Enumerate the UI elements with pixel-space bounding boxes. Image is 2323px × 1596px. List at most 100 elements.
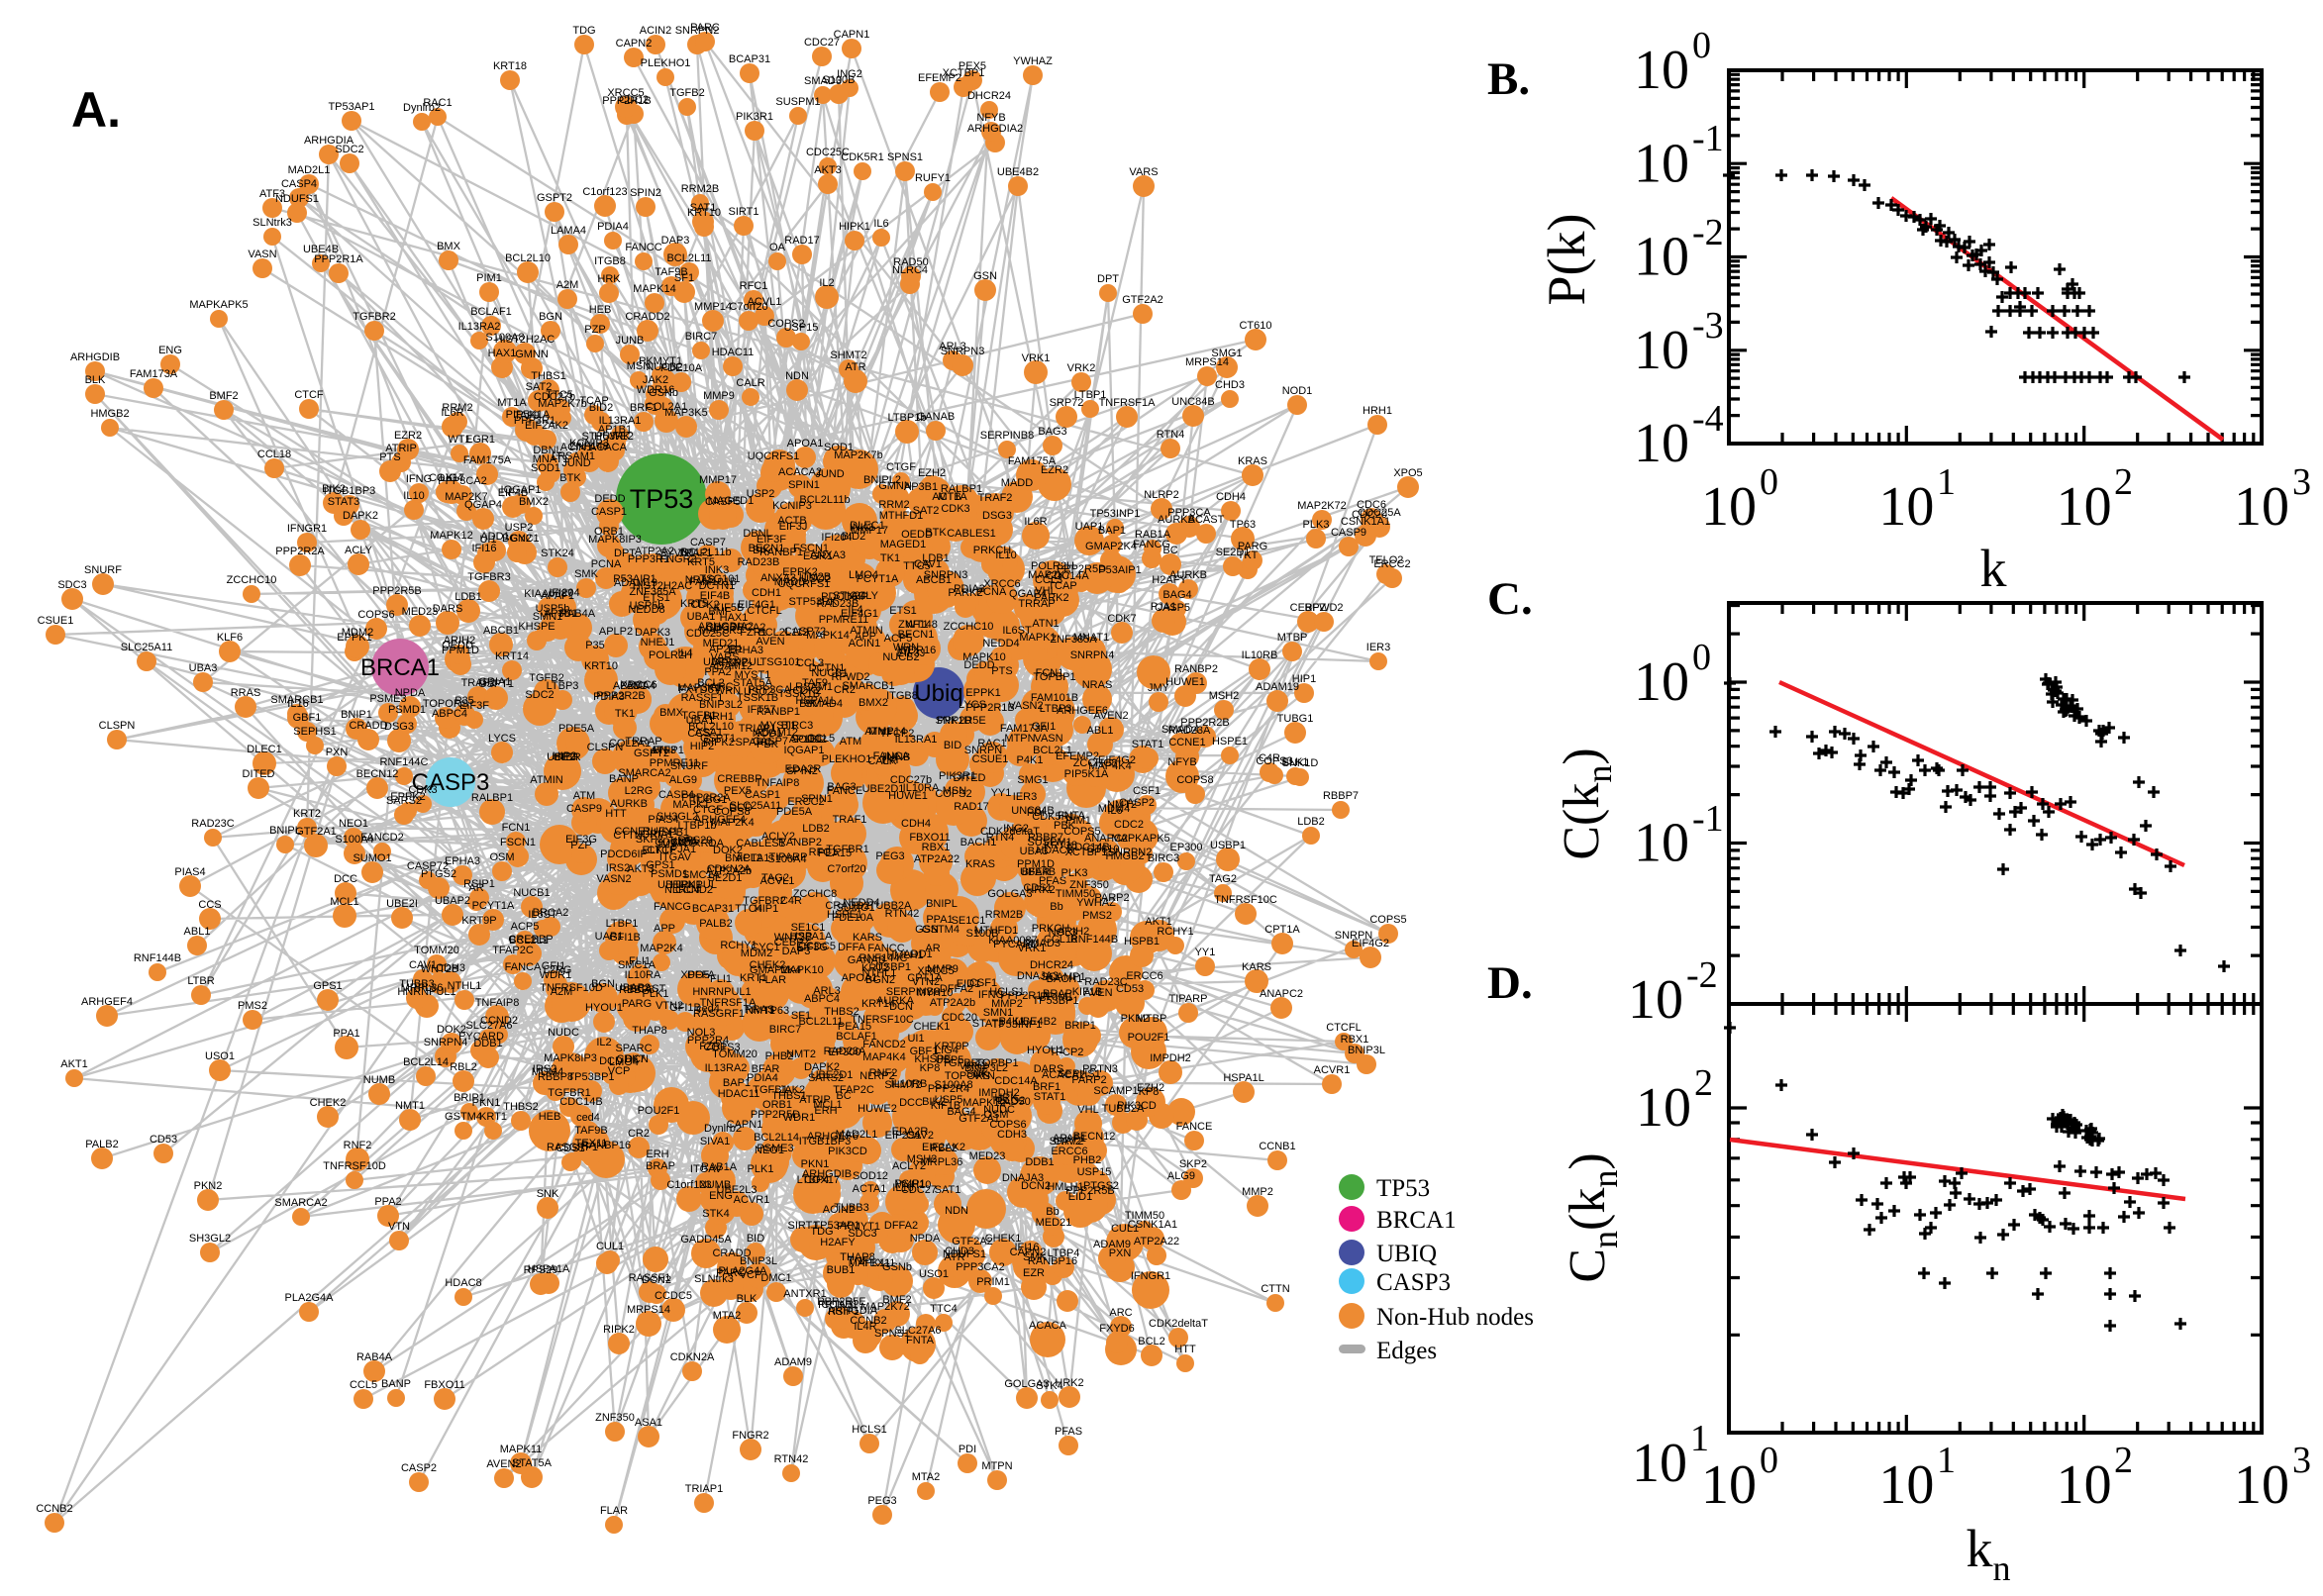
svg-text:BMX2: BMX2	[858, 697, 888, 709]
svg-text:PEG3: PEG3	[867, 1495, 896, 1507]
svg-text:SERPINB8: SERPINB8	[980, 430, 1034, 442]
svg-text:PRTN3: PRTN3	[1082, 1063, 1118, 1075]
svg-text:STK4: STK4	[1036, 1380, 1063, 1392]
svg-text:BMX: BMX	[437, 241, 461, 252]
svg-text:OA: OA	[769, 242, 786, 253]
svg-text:EZR2: EZR2	[394, 430, 422, 442]
svg-text:HTT: HTT	[1174, 1344, 1196, 1355]
svg-text:CTTN: CTTN	[1261, 1283, 1289, 1295]
svg-text:BFAR: BFAR	[1022, 866, 1051, 878]
svg-text:DAPK3: DAPK3	[635, 627, 670, 639]
svg-text:A2M: A2M	[556, 279, 579, 291]
svg-text:KCNIP3: KCNIP3	[772, 500, 812, 512]
svg-text:RRM2B: RRM2B	[681, 183, 720, 195]
svg-text:PMS2: PMS2	[1082, 910, 1112, 922]
svg-text:ACP5: ACP5	[511, 921, 540, 933]
svg-text:PALB2: PALB2	[699, 918, 732, 930]
svg-text:EIF3G: EIF3G	[565, 834, 597, 846]
svg-text:HYOU1: HYOU1	[585, 1002, 623, 1014]
svg-text:0: 0	[1692, 25, 1711, 66]
svg-text:FAM173A: FAM173A	[1000, 723, 1049, 735]
svg-text:MMP9: MMP9	[703, 390, 735, 402]
svg-text:EID1: EID1	[957, 978, 980, 990]
svg-text:PRIM1: PRIM1	[976, 1276, 1010, 1288]
svg-text:TP53AP1: TP53AP1	[328, 101, 374, 113]
svg-text:THBS1: THBS1	[531, 370, 565, 382]
svg-text:PDCD6IP: PDCD6IP	[821, 591, 868, 603]
svg-text:IFI16: IFI16	[471, 543, 496, 554]
svg-text:3: 3	[2292, 461, 2311, 503]
svg-text:UBE2I: UBE2I	[386, 898, 418, 910]
svg-text:PARP2: PARP2	[1094, 892, 1129, 904]
svg-text:MAP2K7b: MAP2K7b	[834, 449, 883, 461]
svg-text:BRAP: BRAP	[646, 1160, 675, 1172]
svg-text:FANCD2: FANCD2	[862, 1039, 905, 1050]
svg-text:BMX: BMX	[659, 707, 684, 719]
svg-text:APP: APP	[855, 631, 876, 643]
svg-text:SIVA1: SIVA1	[700, 1136, 730, 1147]
svg-text:PLA2G4A: PLA2G4A	[285, 1292, 335, 1304]
svg-text:PDE10A: PDE10A	[660, 362, 703, 374]
svg-text:ARHGDIA2: ARHGDIA2	[967, 123, 1023, 135]
svg-text:NRAS: NRAS	[1082, 679, 1113, 691]
svg-text:HTT: HTT	[605, 808, 627, 820]
svg-text:CR2: CR2	[628, 1128, 650, 1140]
svg-text:SPNS1: SPNS1	[887, 151, 923, 163]
svg-text:EPHA3: EPHA3	[445, 855, 480, 867]
svg-text:EP300: EP300	[1169, 842, 1202, 853]
svg-text:FLAR: FLAR	[600, 1505, 628, 1517]
svg-text:IL16: IL16	[287, 698, 308, 710]
svg-text:PZP: PZP	[584, 324, 605, 336]
svg-text:POU2F1: POU2F1	[1128, 1032, 1170, 1044]
svg-text:GBF1: GBF1	[293, 712, 322, 724]
svg-text:CAV2: CAV2	[1054, 1136, 1081, 1147]
svg-text:IL4R: IL4R	[854, 1321, 876, 1333]
svg-text:BIRC3: BIRC3	[1148, 852, 1179, 864]
svg-text:NEO1: NEO1	[339, 818, 368, 830]
svg-text:SNK: SNK	[537, 1188, 559, 1200]
svg-text:UBA1: UBA1	[686, 715, 715, 727]
svg-text:CDC14A: CDC14A	[994, 1075, 1038, 1087]
svg-text:k: k	[1980, 539, 2007, 598]
svg-text:UBAP2: UBAP2	[435, 895, 470, 907]
svg-text:AKT3: AKT3	[814, 164, 842, 176]
svg-text:GSPT2: GSPT2	[537, 192, 572, 204]
svg-text:KRT14: KRT14	[495, 650, 529, 662]
svg-text:PRKCH: PRKCH	[973, 545, 1012, 556]
svg-text:RAC1: RAC1	[977, 738, 1006, 749]
svg-text:MRPS14: MRPS14	[1185, 356, 1229, 368]
svg-text:MAPK11: MAPK11	[500, 1444, 543, 1455]
svg-text:ACIN2: ACIN2	[823, 1204, 855, 1216]
svg-text:10: 10	[2234, 1454, 2289, 1516]
svg-text:RNF2: RNF2	[344, 1140, 372, 1151]
svg-text:PBK: PBK	[757, 739, 779, 750]
svg-text:DAP3: DAP3	[661, 235, 690, 247]
svg-text:Dynlrb2: Dynlrb2	[403, 102, 441, 114]
svg-text:TRAF1: TRAF1	[678, 548, 713, 559]
svg-text:SLC25A11: SLC25A11	[730, 800, 781, 812]
svg-text:10: 10	[1636, 1077, 1691, 1139]
svg-text:CDK5R1: CDK5R1	[841, 151, 883, 163]
svg-text:SE1C1: SE1C1	[952, 915, 986, 927]
svg-text:SH3GL2: SH3GL2	[656, 811, 698, 823]
svg-text:GMNN: GMNN	[515, 349, 549, 360]
svg-text:AKT1: AKT1	[60, 1058, 88, 1070]
svg-text:DAPK2: DAPK2	[343, 510, 378, 522]
svg-text:FSCN1: FSCN1	[500, 837, 536, 848]
svg-text:DCC: DCC	[334, 873, 357, 885]
svg-text:APP: APP	[654, 923, 675, 935]
svg-text:PIK3CD: PIK3CD	[828, 1146, 867, 1157]
svg-text:IQGAP1: IQGAP1	[784, 745, 825, 756]
svg-text:CRADD2: CRADD2	[625, 311, 669, 323]
svg-text:ATM: ATM	[840, 736, 861, 748]
svg-text:USBP1: USBP1	[1210, 840, 1246, 851]
svg-text:NFYB: NFYB	[976, 112, 1005, 124]
svg-text:C1orf123: C1orf123	[666, 1179, 711, 1191]
svg-text:DMC1: DMC1	[760, 1272, 791, 1284]
svg-text:MAPK14: MAPK14	[633, 283, 675, 295]
svg-text:BRCA1: BRCA1	[360, 654, 440, 681]
svg-text:TIPARP: TIPARP	[1169, 993, 1208, 1005]
svg-text:LTBP4: LTBP4	[1048, 1247, 1080, 1259]
svg-text:1: 1	[1937, 461, 1956, 503]
svg-text:TP63: TP63	[1230, 519, 1256, 531]
